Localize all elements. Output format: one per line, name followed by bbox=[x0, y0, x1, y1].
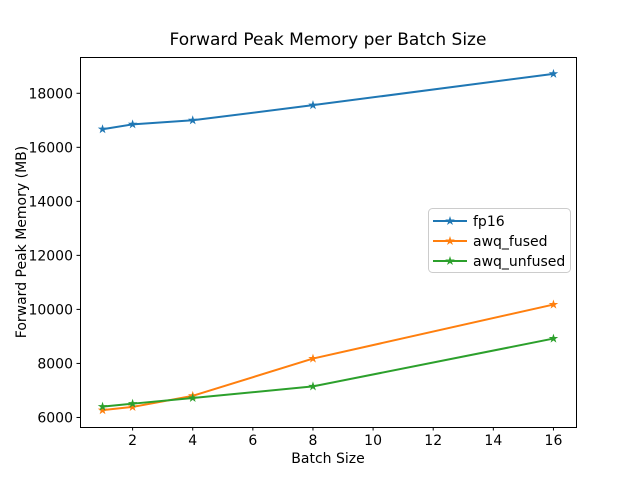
y-tick-label: 8000 bbox=[37, 356, 73, 372]
legend-marker-fp16 bbox=[445, 216, 455, 226]
series-line-fp16 bbox=[102, 72, 554, 131]
series-marker-awq_unfused bbox=[548, 333, 559, 343]
series-line-awq_unfused bbox=[102, 337, 554, 408]
series-group bbox=[97, 68, 559, 415]
y-tick-label: 6000 bbox=[37, 410, 73, 426]
series-marker-awq_fused bbox=[127, 401, 138, 411]
series-marker-fp16 bbox=[187, 115, 198, 125]
legend-label-awq_unfused: awq_unfused bbox=[473, 254, 565, 270]
series-marker-awq_fused bbox=[548, 299, 559, 309]
series-marker-awq_unfused bbox=[97, 401, 108, 411]
series-marker-awq_fused bbox=[308, 353, 318, 363]
x-axis-label: Batch Size bbox=[291, 451, 364, 467]
series-marker-fp16 bbox=[127, 119, 138, 129]
series-marker-awq_unfused bbox=[127, 398, 138, 408]
x-tick-label: 12 bbox=[424, 433, 442, 449]
series-marker-fp16 bbox=[308, 100, 318, 110]
series-line-awq_fused bbox=[102, 303, 554, 412]
y-tick-label: 14000 bbox=[28, 194, 73, 210]
x-tick-label: 6 bbox=[248, 433, 257, 449]
plot-frame bbox=[80, 57, 577, 428]
series-marker-fp16 bbox=[548, 68, 559, 78]
series-marker-awq_unfused bbox=[308, 381, 318, 391]
x-tick-label: 10 bbox=[364, 433, 382, 449]
legend-box bbox=[428, 208, 571, 273]
x-tick-label: 8 bbox=[309, 433, 318, 449]
axes-group: 6000 8000 10000 12000 14000 16000 18000 2 4 6 8 10 1… bbox=[28, 57, 577, 449]
y-axis-label: Forward Peak Memory (MB) bbox=[14, 146, 30, 338]
legend-group: fp16 awq_fused awq_unfused bbox=[428, 208, 571, 273]
series-marker-fp16 bbox=[97, 124, 108, 134]
y-tick-label: 18000 bbox=[28, 86, 73, 102]
series-marker-awq_unfused bbox=[187, 393, 198, 403]
legend-label-fp16: fp16 bbox=[473, 214, 505, 230]
y-tick-label: 10000 bbox=[28, 302, 73, 318]
x-tick-label: 2 bbox=[128, 433, 137, 449]
y-tick-label: 16000 bbox=[28, 140, 73, 156]
legend-marker-awq_unfused bbox=[445, 256, 455, 266]
chart-title: Forward Peak Memory per Batch Size bbox=[170, 30, 487, 50]
x-tick-label: 4 bbox=[188, 433, 197, 449]
y-tick-label: 12000 bbox=[28, 248, 73, 264]
x-tick-label: 16 bbox=[545, 433, 563, 449]
legend-marker-awq_fused bbox=[445, 236, 455, 246]
x-tick-label: 14 bbox=[484, 433, 502, 449]
legend-label-awq_fused: awq_fused bbox=[473, 234, 548, 250]
series-marker-awq_fused bbox=[97, 405, 108, 415]
